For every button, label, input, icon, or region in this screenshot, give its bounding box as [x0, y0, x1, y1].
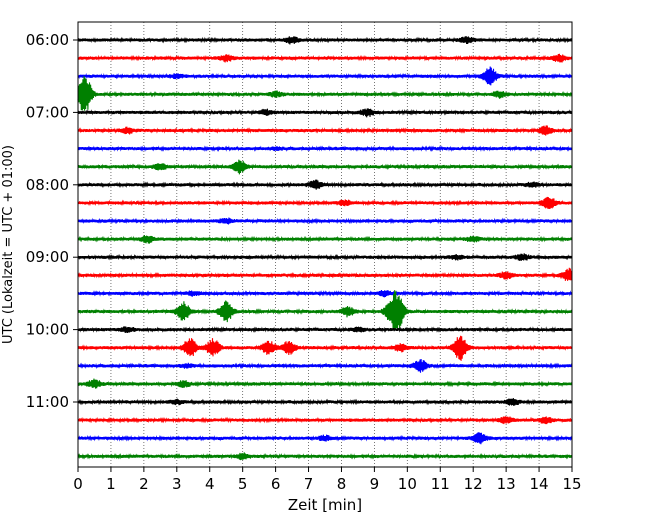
trace-1115	[77, 416, 573, 425]
trace-0930	[77, 290, 573, 298]
trace-1045	[77, 378, 573, 389]
trace-1000	[77, 326, 573, 334]
y-tick-label: 11:00	[26, 393, 69, 411]
x-tick-label: 10	[398, 475, 417, 493]
x-tick-label: 11	[431, 475, 450, 493]
y-tick-label: 06:00	[26, 31, 69, 49]
x-tick-label: 5	[238, 475, 248, 493]
x-tick-label: 12	[464, 475, 483, 493]
trace-1015	[77, 335, 573, 361]
x-tick-label: 13	[497, 475, 516, 493]
y-axis-label: UTC (Lokalzeit = UTC + 01:00)	[1, 145, 16, 344]
x-tick-label: 2	[139, 475, 149, 493]
x-axis-label: Zeit [min]	[288, 496, 362, 514]
x-tick-label: 15	[562, 475, 581, 493]
trace-0915	[77, 267, 573, 281]
x-tick-label: 9	[370, 475, 380, 493]
trace-0845	[77, 234, 573, 244]
trace-1145	[77, 452, 573, 461]
trace-0830	[77, 217, 573, 225]
y-axis-ticks: 06:00 07:00 08:00 09:00 10:00 11:00	[26, 31, 78, 411]
y-tick-label: 09:00	[26, 248, 69, 266]
trace-0815	[77, 196, 573, 210]
trace-group	[77, 35, 573, 461]
y-tick-label: 07:00	[26, 103, 69, 121]
trace-0645	[77, 75, 573, 111]
x-tick-label: 7	[304, 475, 314, 493]
trace-0700	[77, 108, 573, 118]
trace-0745	[77, 159, 573, 175]
trace-1130	[77, 432, 573, 445]
vertical-grid	[110, 22, 540, 467]
y-tick-label: 10:00	[26, 321, 69, 339]
trace-1030	[77, 358, 573, 373]
trace-0900	[77, 253, 573, 261]
x-tick-label: 1	[106, 475, 116, 493]
x-tick-label: 8	[337, 475, 347, 493]
x-tick-label: 14	[530, 475, 549, 493]
trace-0615	[77, 53, 573, 63]
y-tick-label: 08:00	[26, 176, 69, 194]
trace-0630	[77, 66, 573, 86]
trace-0600	[77, 35, 573, 45]
x-tick-label: 3	[172, 475, 182, 493]
x-tick-label: 4	[205, 475, 215, 493]
plot-frame	[77, 21, 573, 468]
trace-0945	[77, 290, 573, 331]
trace-1100	[77, 397, 573, 407]
x-axis-ticks: 0 1 2 3 4 5 6 7 8 9 10 11 12 13 14 15	[73, 467, 582, 493]
x-tick-label: 6	[271, 475, 281, 493]
x-tick-label: 0	[73, 475, 83, 493]
trace-0800	[77, 179, 573, 190]
trace-0730	[77, 145, 573, 153]
trace-0715	[77, 125, 573, 136]
